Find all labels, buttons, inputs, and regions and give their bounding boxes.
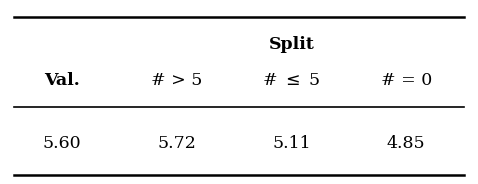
Text: 5.11: 5.11 — [272, 135, 311, 152]
Text: 4.85: 4.85 — [387, 135, 425, 152]
Text: # = 0: # = 0 — [380, 72, 432, 89]
Text: Split: Split — [269, 36, 315, 53]
Text: 5.60: 5.60 — [43, 135, 81, 152]
Text: # > 5: # > 5 — [151, 72, 203, 89]
Text: Val.: Val. — [44, 72, 80, 89]
Text: 5.72: 5.72 — [157, 135, 196, 152]
Text: # $\leq$ 5: # $\leq$ 5 — [262, 72, 321, 89]
